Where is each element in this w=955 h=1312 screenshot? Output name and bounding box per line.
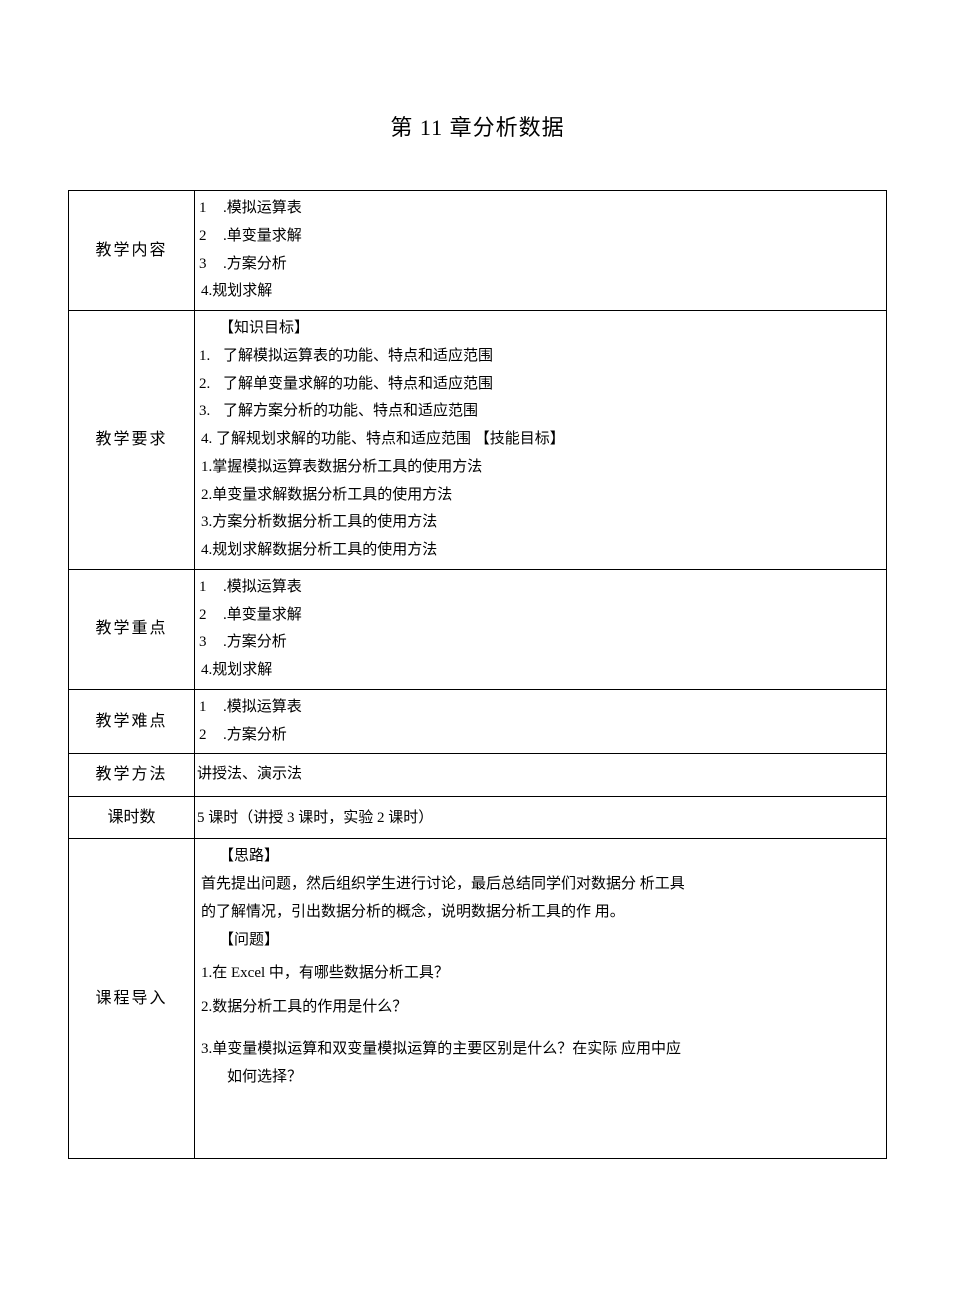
row-content: 5 课时（讲授 3 课时，实验 2 课时） xyxy=(195,796,887,839)
table-row: 教学内容 1.模拟运算表 2.单变量求解 3.方案分析 4.规划求解 xyxy=(69,191,887,311)
list-item: 3.方案分析 xyxy=(199,251,882,279)
row-label: 教学内容 xyxy=(69,191,195,311)
row-label: 教学难点 xyxy=(69,689,195,754)
list-item: 1.模拟运算表 xyxy=(199,694,882,722)
row-content: 讲授法、演示法 xyxy=(195,754,887,797)
list-item: 2.数据分析工具的作用是什么？ xyxy=(199,994,882,1022)
list-item: 3.方案分析 xyxy=(199,629,882,657)
row-label: 教学方法 xyxy=(69,754,195,797)
list-item: 3.了解方案分析的功能、特点和适应范围 xyxy=(199,398,882,426)
page: 第 11 章分析数据 教学内容 1.模拟运算表 2.单变量求解 3.方案分析 4… xyxy=(0,0,955,1219)
row-label: 教学要求 xyxy=(69,311,195,570)
list-item: 1.模拟运算表 xyxy=(199,195,882,223)
row-content: 【知识目标】 1.了解模拟运算表的功能、特点和适应范围 2.了解单变量求解的功能… xyxy=(195,311,887,570)
list-item: 2.单变量求解数据分析工具的使用方法 xyxy=(199,482,882,510)
list-item: 4. 了解规划求解的功能、特点和适应范围 【技能目标】 xyxy=(199,426,882,454)
list-item: 4.规划求解 xyxy=(199,657,882,685)
list-item: 1.模拟运算表 xyxy=(199,574,882,602)
list-item: 1.在 Excel 中，有哪些数据分析工具？ xyxy=(199,960,882,988)
section-heading: 【问题】 xyxy=(199,927,882,955)
table-row: 课时数 5 课时（讲授 3 课时，实验 2 课时） xyxy=(69,796,887,839)
row-label: 课时数 xyxy=(69,796,195,839)
list-item: 3.方案分析数据分析工具的使用方法 xyxy=(199,509,882,537)
row-content: 1.模拟运算表 2.单变量求解 3.方案分析 4.规划求解 xyxy=(195,191,887,311)
table-row: 课程导入 【思路】 首先提出问题，然后组织学生进行讨论，最后总结同学们对数据分 … xyxy=(69,839,887,1159)
list-item: 2.单变量求解 xyxy=(199,602,882,630)
table-row: 教学难点 1.模拟运算表 2.方案分析 xyxy=(69,689,887,754)
page-title: 第 11 章分析数据 xyxy=(68,110,887,142)
paragraph-line: 如何选择？ xyxy=(199,1064,882,1092)
paragraph-line: 的了解情况，引出数据分析的概念，说明数据分析工具的作 用。 xyxy=(199,899,882,927)
table-row: 教学重点 1.模拟运算表 2.单变量求解 3.方案分析 4.规划求解 xyxy=(69,569,887,689)
list-item: 4.规划求解 xyxy=(199,278,882,306)
list-item: 2.方案分析 xyxy=(199,722,882,750)
row-label: 教学重点 xyxy=(69,569,195,689)
row-content: 1.模拟运算表 2.方案分析 xyxy=(195,689,887,754)
paragraph-line: 首先提出问题，然后组织学生进行讨论，最后总结同学们对数据分 析工具 xyxy=(199,871,882,899)
section-heading: 【思路】 xyxy=(199,843,882,871)
row-content: 1.模拟运算表 2.单变量求解 3.方案分析 4.规划求解 xyxy=(195,569,887,689)
list-item: 2.单变量求解 xyxy=(199,223,882,251)
row-label: 课程导入 xyxy=(69,839,195,1159)
table-row: 教学要求 【知识目标】 1.了解模拟运算表的功能、特点和适应范围 2.了解单变量… xyxy=(69,311,887,570)
list-item: 4.规划求解数据分析工具的使用方法 xyxy=(199,537,882,565)
section-heading: 【知识目标】 xyxy=(199,315,882,343)
list-item: 1.了解模拟运算表的功能、特点和适应范围 xyxy=(199,343,882,371)
lesson-plan-table: 教学内容 1.模拟运算表 2.单变量求解 3.方案分析 4.规划求解 教学要求 … xyxy=(68,190,887,1159)
list-item: 1.掌握模拟运算表数据分析工具的使用方法 xyxy=(199,454,882,482)
paragraph-line: 3.单变量模拟运算和双变量模拟运算的主要区别是什么？在实际 应用中应 xyxy=(199,1036,882,1064)
table-row: 教学方法 讲授法、演示法 xyxy=(69,754,887,797)
row-content: 【思路】 首先提出问题，然后组织学生进行讨论，最后总结同学们对数据分 析工具 的… xyxy=(195,839,887,1159)
list-item: 2.了解单变量求解的功能、特点和适应范围 xyxy=(199,371,882,399)
